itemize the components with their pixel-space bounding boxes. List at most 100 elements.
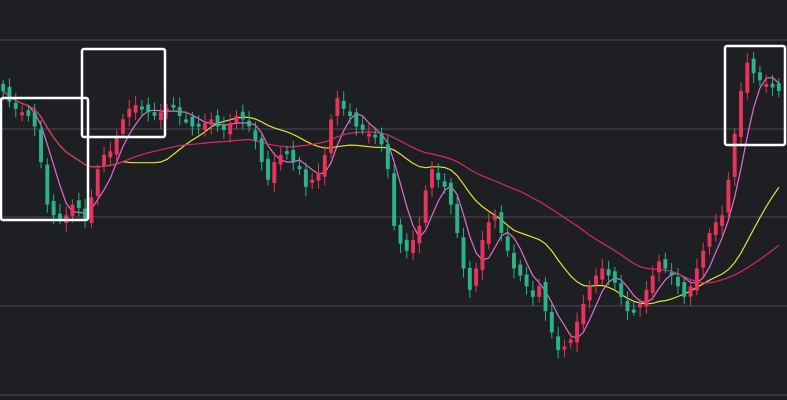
candle-body-33 <box>203 122 207 131</box>
candle-body-43 <box>266 158 270 180</box>
candle-body-96 <box>600 268 605 280</box>
candle-body-89 <box>556 336 561 351</box>
candle-body-15 <box>89 197 94 223</box>
candle-body-72 <box>448 182 453 205</box>
candle-body-29 <box>177 107 182 116</box>
candle-body-104 <box>650 275 655 293</box>
candle-body-92 <box>575 321 579 343</box>
moving-average-lines <box>2 76 780 339</box>
candle-body-20 <box>121 119 125 134</box>
candle-body-88 <box>549 312 554 333</box>
candle-body-23 <box>139 106 144 110</box>
candle-body-4 <box>20 112 25 116</box>
candle-body-103 <box>644 289 649 307</box>
candle-body-57 <box>354 112 359 127</box>
candle-body-112 <box>701 250 706 268</box>
candle-body-87 <box>543 282 548 312</box>
candle-body-85 <box>530 290 535 297</box>
candle-body-58 <box>360 124 365 131</box>
candle-body-2 <box>7 86 12 102</box>
candle-body-62 <box>385 144 390 170</box>
candle-body-71 <box>442 181 447 187</box>
candle-body-17 <box>102 154 107 166</box>
candle-body-39 <box>240 111 245 120</box>
candle-body-37 <box>228 122 233 135</box>
candle-body-60 <box>373 134 378 138</box>
candle-body-13 <box>76 200 81 209</box>
candle-body-124 <box>776 83 781 91</box>
candle-body-44 <box>272 162 277 183</box>
candle-body-117 <box>732 133 737 177</box>
candles <box>1 52 781 359</box>
candle-body-121 <box>757 72 762 81</box>
candle-body-8 <box>45 164 50 205</box>
candle-body-64 <box>398 224 403 244</box>
candle-body-106 <box>663 259 668 269</box>
candle-body-78 <box>486 222 491 244</box>
candle-body-7 <box>39 129 43 162</box>
candle-body-119 <box>745 62 750 93</box>
candle-body-79 <box>493 215 498 220</box>
candle-body-68 <box>423 190 428 223</box>
candle-body-45 <box>278 154 283 165</box>
candle-body-65 <box>404 239 409 251</box>
candle-body-50 <box>310 179 315 183</box>
candle-body-19 <box>114 137 119 155</box>
candle-body-69 <box>430 169 434 188</box>
candle-body-12 <box>70 204 75 216</box>
candle-body-95 <box>594 275 598 285</box>
candle-body-63 <box>392 173 397 226</box>
candle-body-102 <box>638 304 643 308</box>
candle-body-54 <box>335 98 340 116</box>
candle-body-46 <box>284 151 289 155</box>
candle-body-70 <box>436 172 441 180</box>
candle-body-36 <box>221 125 226 131</box>
ma-line-40 <box>2 90 780 284</box>
candle-body-35 <box>215 115 220 127</box>
candle-body-41 <box>253 130 258 141</box>
candle-body-16 <box>95 169 100 196</box>
candle-body-114 <box>713 222 718 235</box>
candle-body-6 <box>32 112 37 127</box>
candle-body-14 <box>83 208 88 219</box>
candle-body-9 <box>51 200 56 216</box>
candle-body-27 <box>165 108 170 112</box>
candle-body-24 <box>146 104 151 113</box>
candle-body-111 <box>694 268 699 291</box>
highlight-boxes <box>0 44 787 222</box>
candle-body-1 <box>1 83 6 91</box>
candle-body-83 <box>518 264 523 276</box>
candle-body-18 <box>108 151 113 158</box>
candle-body-25 <box>152 112 157 116</box>
candle-body-108 <box>675 276 680 287</box>
candle-body-97 <box>606 269 611 276</box>
candle-body-107 <box>669 272 674 276</box>
candle-body-28 <box>171 104 176 108</box>
candle-body-86 <box>537 286 542 297</box>
candle-body-49 <box>303 169 308 187</box>
candle-body-94 <box>587 286 592 301</box>
highlight-box-1 <box>0 96 90 222</box>
candle-body-53 <box>329 119 334 154</box>
candle-body-105 <box>657 261 661 273</box>
candle-body-31 <box>190 116 195 127</box>
candle-body-113 <box>707 233 712 247</box>
candle-body-34 <box>209 119 214 125</box>
candle-body-93 <box>581 304 586 325</box>
candle-body-123 <box>770 83 775 88</box>
candle-body-122 <box>764 83 769 87</box>
candle-body-100 <box>625 301 630 312</box>
candle-body-47 <box>291 149 296 162</box>
candle-body-52 <box>322 154 327 177</box>
candle-body-84 <box>524 274 529 287</box>
candle-body-51 <box>316 172 321 181</box>
candle-body-42 <box>259 138 264 162</box>
candle-body-75 <box>467 267 472 290</box>
highlight-box-2 <box>80 47 167 139</box>
candle-body-30 <box>184 119 188 123</box>
candle-body-80 <box>499 212 504 233</box>
candle-body-48 <box>297 166 302 170</box>
candle-body-98 <box>612 271 617 283</box>
